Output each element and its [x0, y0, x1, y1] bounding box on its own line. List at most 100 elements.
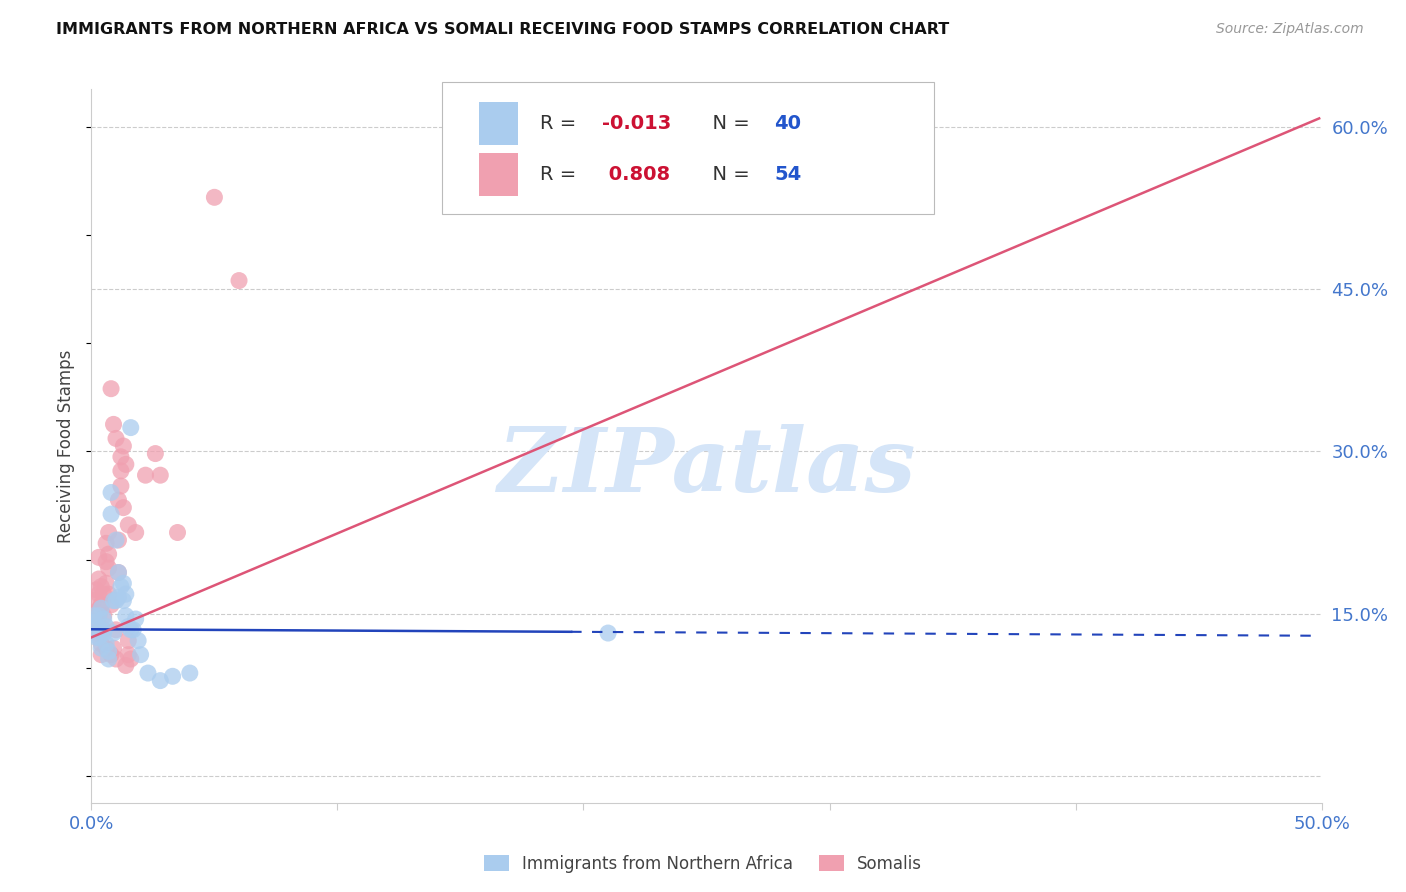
Point [87, 550, 110, 565]
Point [86, 604, 108, 618]
Point [100, 382, 122, 396]
Point [136, 666, 159, 681]
Point [114, 458, 138, 472]
Point [120, 420, 142, 434]
Point [97, 525, 120, 540]
Point [105, 652, 127, 666]
Point [228, 274, 250, 288]
Point [105, 623, 127, 637]
Point [90, 580, 112, 594]
Point [124, 525, 146, 540]
Text: 54: 54 [775, 165, 801, 185]
Point [112, 500, 135, 515]
Point [117, 517, 139, 532]
Point [112, 593, 135, 607]
Point [83, 593, 105, 607]
Point [87, 572, 110, 586]
Legend: Immigrants from Northern Africa, Somalis: Immigrants from Northern Africa, Somalis [478, 848, 928, 880]
Point [96, 555, 117, 569]
Point [97, 644, 120, 658]
Text: -0.013: -0.013 [602, 114, 671, 133]
Point [87, 608, 110, 623]
Text: IMMIGRANTS FROM NORTHERN AFRICA VS SOMALI RECEIVING FOOD STAMPS CORRELATION CHAR: IMMIGRANTS FROM NORTHERN AFRICA VS SOMAL… [56, 22, 949, 37]
Point [97, 561, 120, 575]
Text: ZIPatlas: ZIPatlas [498, 425, 915, 510]
Point [97, 652, 120, 666]
Point [114, 608, 138, 623]
Point [90, 641, 112, 656]
Point [103, 593, 125, 607]
Point [97, 547, 120, 561]
Point [114, 587, 138, 601]
Point [105, 533, 127, 547]
Point [105, 432, 127, 446]
Point [107, 591, 129, 605]
Point [135, 468, 156, 483]
Bar [479, 153, 519, 196]
Point [100, 598, 122, 612]
Point [110, 479, 132, 493]
Point [127, 633, 149, 648]
Point [86, 626, 108, 640]
Point [83, 615, 105, 630]
Point [120, 652, 142, 666]
Point [124, 612, 146, 626]
Point [90, 648, 112, 662]
Point [93, 623, 115, 637]
Point [93, 626, 115, 640]
Point [96, 536, 117, 550]
Point [87, 587, 110, 601]
Point [86, 582, 108, 597]
Point [112, 439, 135, 453]
Point [93, 612, 115, 626]
Point [100, 648, 122, 662]
Text: 0.808: 0.808 [602, 165, 671, 185]
Point [90, 601, 112, 615]
Text: N =: N = [700, 165, 756, 185]
Point [122, 623, 145, 637]
Point [100, 485, 122, 500]
Point [90, 598, 112, 612]
Text: R =: R = [540, 165, 583, 185]
Point [149, 468, 172, 483]
FancyBboxPatch shape [441, 82, 934, 214]
Point [107, 533, 129, 547]
Point [87, 631, 110, 645]
Point [120, 623, 142, 637]
Point [86, 631, 108, 645]
Point [86, 619, 108, 633]
Point [117, 633, 139, 648]
Point [107, 566, 129, 580]
Point [90, 637, 112, 651]
Point [112, 576, 135, 591]
Point [93, 587, 115, 601]
Point [103, 626, 125, 640]
Point [179, 666, 201, 681]
Point [117, 648, 139, 662]
Point [96, 641, 117, 656]
Point [107, 566, 129, 580]
Text: N =: N = [700, 114, 756, 133]
Point [103, 417, 125, 432]
Point [90, 623, 112, 637]
Point [93, 608, 115, 623]
Point [117, 619, 139, 633]
Point [149, 673, 172, 688]
Point [202, 190, 225, 204]
Point [83, 619, 105, 633]
Point [162, 669, 184, 683]
Point [96, 619, 117, 633]
Point [96, 576, 117, 591]
Text: 40: 40 [775, 114, 801, 133]
Point [90, 598, 112, 612]
Point [105, 593, 127, 607]
Text: R =: R = [540, 114, 583, 133]
Point [103, 641, 125, 656]
Point [166, 525, 188, 540]
Point [145, 446, 166, 460]
Point [96, 637, 117, 651]
Point [114, 658, 138, 673]
Point [100, 507, 122, 521]
Point [107, 493, 129, 508]
Bar [479, 102, 519, 145]
